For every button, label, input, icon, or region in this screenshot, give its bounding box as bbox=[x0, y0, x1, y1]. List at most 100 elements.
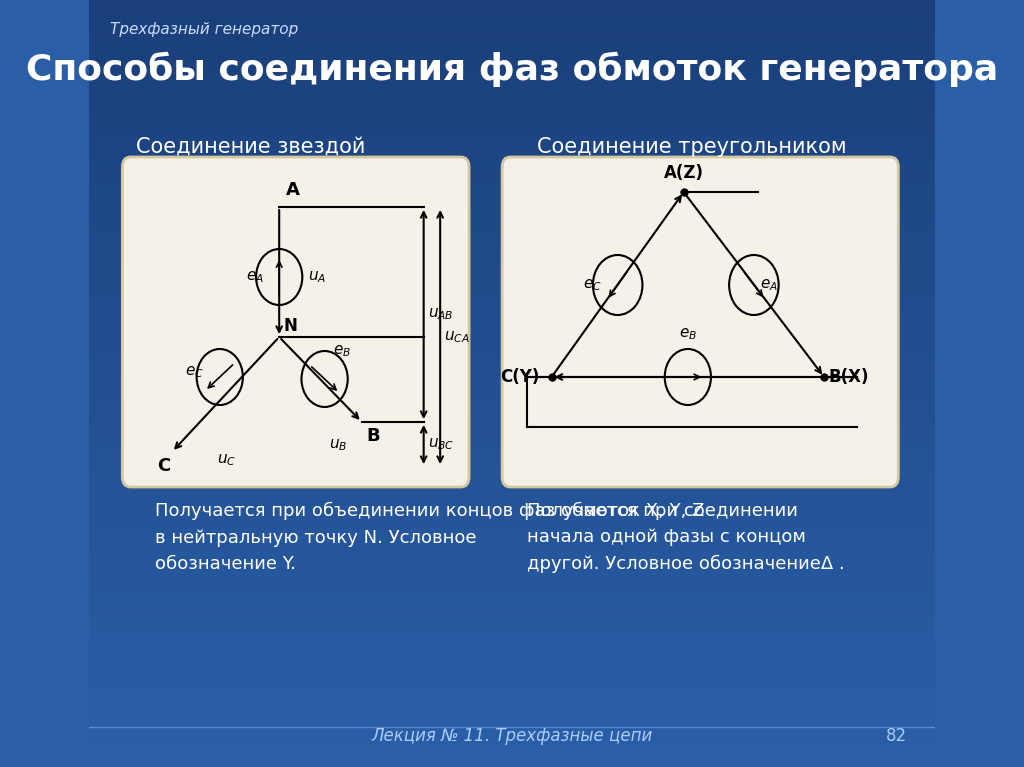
Bar bbox=[89, 522, 935, 529]
Text: Соединение треугольником: Соединение треугольником bbox=[538, 137, 847, 157]
Text: Способы соединения фаз обмоток генератора: Способы соединения фаз обмоток генератор… bbox=[26, 52, 998, 87]
Bar bbox=[89, 736, 935, 744]
Bar bbox=[89, 468, 935, 476]
Bar bbox=[89, 23, 935, 31]
Text: $e_B$: $e_B$ bbox=[679, 326, 697, 342]
Bar bbox=[89, 752, 935, 759]
Bar bbox=[89, 84, 935, 92]
Bar bbox=[89, 690, 935, 698]
Bar bbox=[89, 330, 935, 337]
Bar bbox=[89, 268, 935, 276]
Bar bbox=[89, 8, 935, 15]
Bar bbox=[89, 629, 935, 637]
Bar bbox=[89, 537, 935, 545]
Bar bbox=[89, 476, 935, 483]
Bar bbox=[89, 560, 935, 568]
Bar bbox=[89, 399, 935, 407]
Bar bbox=[89, 54, 935, 61]
Bar bbox=[89, 199, 935, 207]
Bar bbox=[89, 598, 935, 606]
Bar bbox=[89, 744, 935, 752]
FancyBboxPatch shape bbox=[122, 157, 469, 487]
Text: A: A bbox=[286, 181, 300, 199]
Bar bbox=[89, 245, 935, 253]
Bar bbox=[89, 698, 935, 706]
Bar bbox=[89, 123, 935, 130]
Bar bbox=[89, 683, 935, 690]
Text: $e_A$: $e_A$ bbox=[761, 277, 778, 293]
Bar bbox=[89, 207, 935, 215]
Bar bbox=[89, 161, 935, 169]
Bar bbox=[89, 130, 935, 138]
Bar bbox=[89, 552, 935, 560]
Bar bbox=[89, 675, 935, 683]
Bar bbox=[89, 667, 935, 675]
Bar bbox=[89, 368, 935, 376]
Bar bbox=[89, 77, 935, 84]
Bar bbox=[89, 376, 935, 384]
Bar bbox=[89, 453, 935, 460]
Bar bbox=[89, 391, 935, 399]
Bar bbox=[89, 222, 935, 230]
Bar bbox=[89, 261, 935, 268]
Bar bbox=[89, 337, 935, 345]
Bar bbox=[89, 437, 935, 445]
Bar bbox=[89, 100, 935, 107]
Text: $u_{CA}$: $u_{CA}$ bbox=[444, 329, 470, 345]
Text: $u_C$: $u_C$ bbox=[217, 452, 237, 468]
Bar bbox=[89, 276, 935, 284]
Bar bbox=[89, 238, 935, 245]
Bar bbox=[89, 407, 935, 414]
Text: $e_C$: $e_C$ bbox=[583, 277, 602, 293]
Text: A(Z): A(Z) bbox=[664, 164, 703, 182]
Bar bbox=[89, 61, 935, 69]
Bar bbox=[89, 153, 935, 161]
Bar bbox=[89, 38, 935, 46]
Bar bbox=[89, 284, 935, 291]
Text: $e_B$: $e_B$ bbox=[333, 344, 351, 359]
Bar bbox=[89, 483, 935, 491]
Text: $e_A$: $e_A$ bbox=[246, 269, 264, 285]
Text: $e_C$: $e_C$ bbox=[185, 364, 204, 380]
Bar bbox=[89, 637, 935, 644]
Bar bbox=[89, 322, 935, 330]
Bar bbox=[89, 307, 935, 314]
Bar bbox=[89, 15, 935, 23]
Text: C(Y): C(Y) bbox=[500, 368, 540, 386]
Bar bbox=[89, 652, 935, 660]
Bar bbox=[89, 759, 935, 767]
Bar bbox=[89, 591, 935, 598]
Bar bbox=[89, 706, 935, 713]
Bar bbox=[89, 614, 935, 621]
Bar bbox=[89, 299, 935, 307]
Text: $u_A$: $u_A$ bbox=[308, 269, 327, 285]
Text: N: N bbox=[284, 317, 297, 335]
Text: Соединение звездой: Соединение звездой bbox=[135, 137, 365, 157]
Bar bbox=[89, 713, 935, 721]
Bar bbox=[89, 583, 935, 591]
Bar bbox=[89, 644, 935, 652]
Bar bbox=[89, 729, 935, 736]
Text: $u_{AB}$: $u_{AB}$ bbox=[428, 307, 454, 322]
Text: Получается при соединении
начала одной фазы с концом
другой. Условное обозначени: Получается при соединении начала одной ф… bbox=[527, 502, 845, 573]
Bar bbox=[89, 115, 935, 123]
Bar bbox=[89, 460, 935, 468]
Bar bbox=[89, 422, 935, 430]
Text: Трехфазный генератор: Трехфазный генератор bbox=[110, 22, 298, 37]
Bar bbox=[89, 69, 935, 77]
Bar bbox=[89, 430, 935, 437]
Bar bbox=[89, 414, 935, 422]
Bar bbox=[89, 568, 935, 575]
Bar bbox=[89, 31, 935, 38]
Bar bbox=[89, 146, 935, 153]
Bar bbox=[89, 92, 935, 100]
Bar bbox=[89, 353, 935, 360]
Bar bbox=[89, 169, 935, 176]
Bar bbox=[89, 291, 935, 299]
Bar bbox=[89, 606, 935, 614]
Bar bbox=[89, 575, 935, 583]
Text: C: C bbox=[157, 457, 170, 475]
Bar bbox=[89, 529, 935, 537]
Text: Лекция № 11. Трехфазные цепи: Лекция № 11. Трехфазные цепи bbox=[372, 727, 652, 745]
Bar bbox=[89, 184, 935, 192]
